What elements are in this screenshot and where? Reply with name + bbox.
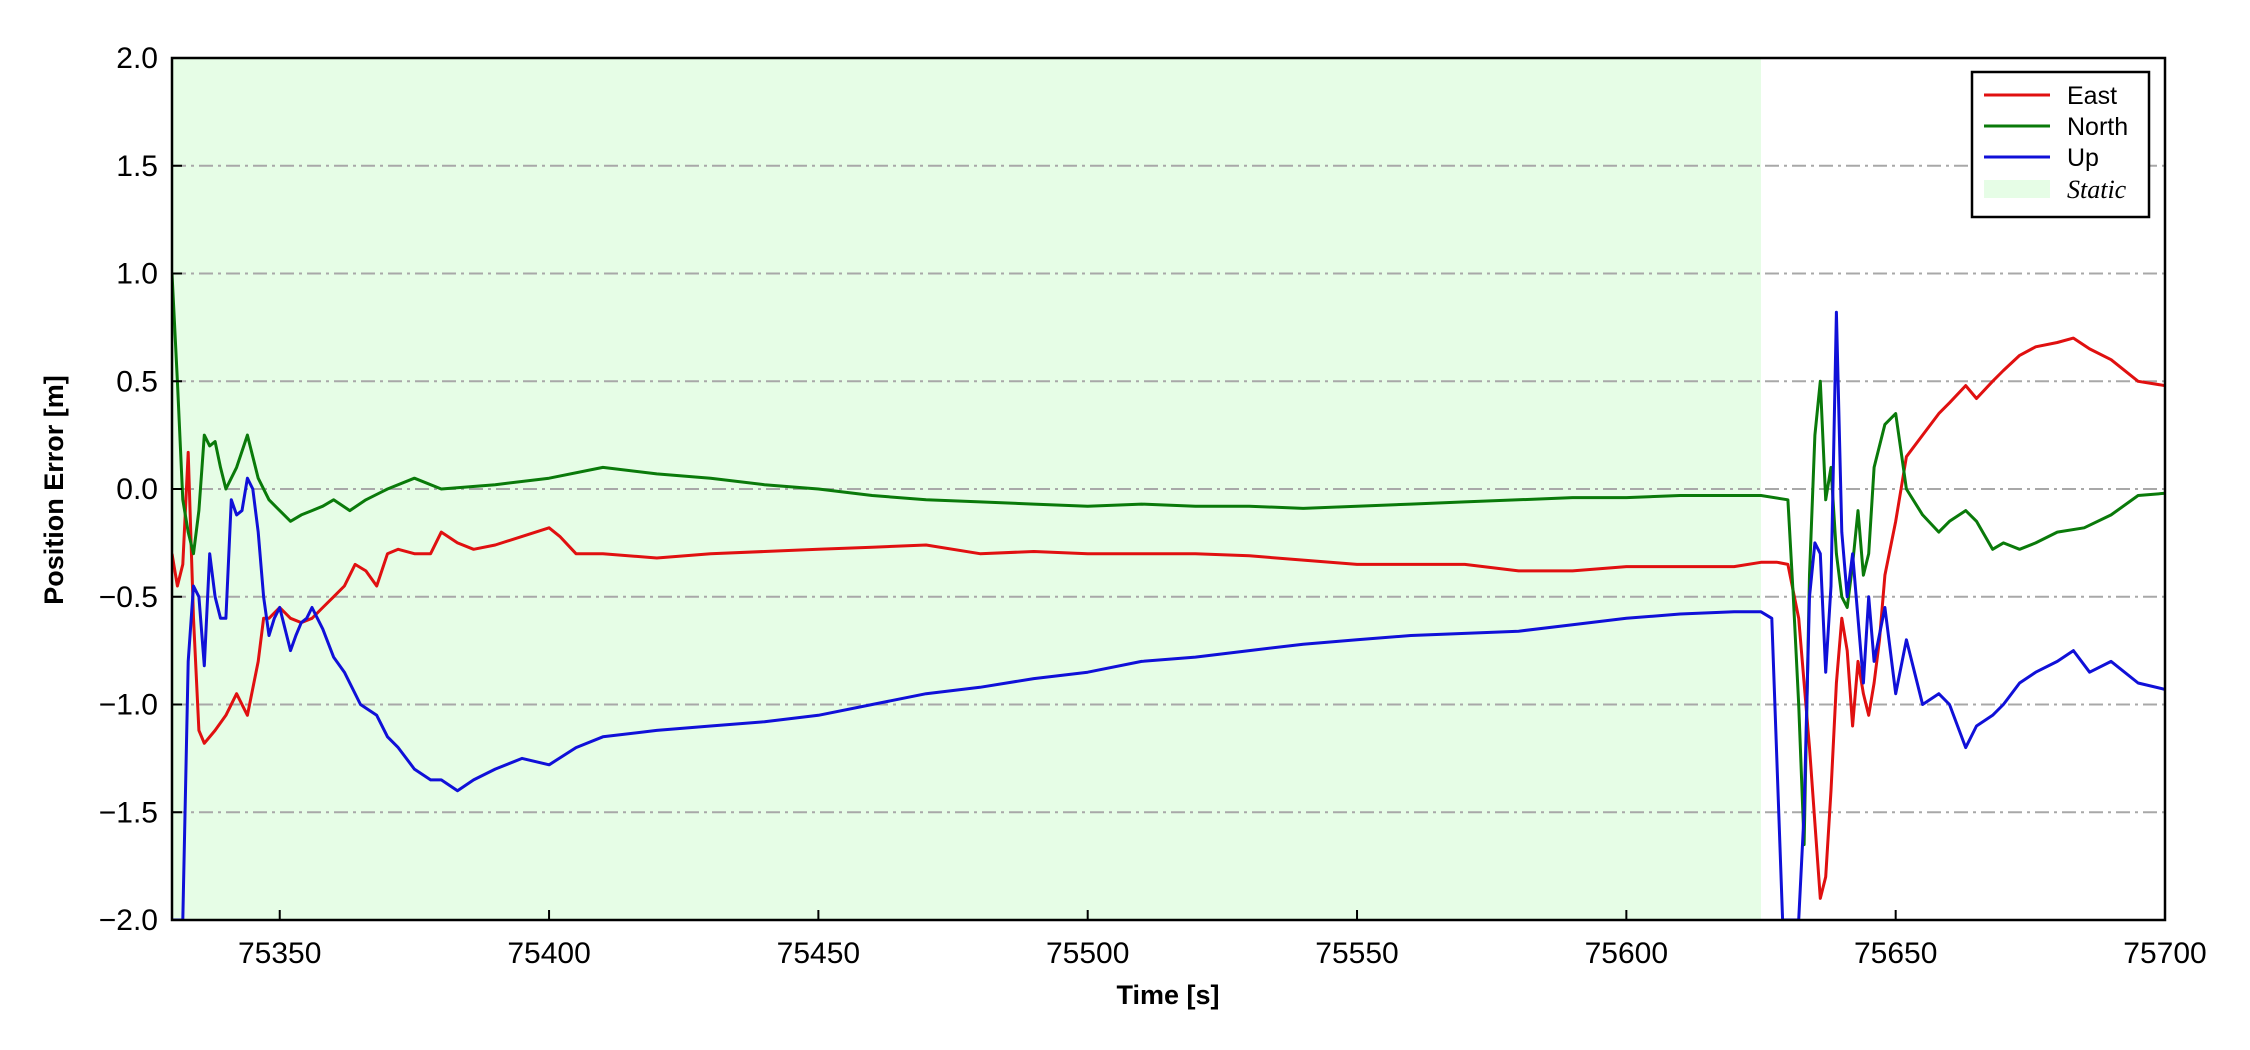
legend-swatch-static xyxy=(1984,180,2050,198)
x-tick-label: 75350 xyxy=(238,937,321,970)
x-tick-label: 75450 xyxy=(777,937,860,970)
y-tick-label: 1.0 xyxy=(116,258,158,291)
y-axis-title: Position Error [m] xyxy=(39,375,69,605)
y-tick-label: −1.0 xyxy=(99,689,158,722)
y-tick-label: 1.5 xyxy=(116,150,158,183)
series-line-up xyxy=(172,310,2165,920)
y-tick-label: −1.5 xyxy=(99,796,158,829)
series-line-north xyxy=(172,273,2165,847)
y-tick-label: −0.5 xyxy=(99,581,158,614)
y-tick-label: 0.0 xyxy=(116,473,158,506)
series-line-east xyxy=(172,336,2165,900)
x-tick-label: 75700 xyxy=(2123,937,2206,970)
x-axis-title: Time [s] xyxy=(1116,980,1219,1010)
legend-label-north: North xyxy=(2067,113,2128,141)
legend: East North Up Static xyxy=(1970,70,2151,219)
legend-label-east: East xyxy=(2067,82,2117,110)
x-tick-label: 75600 xyxy=(1585,937,1668,970)
legend-label-static: Static xyxy=(2067,175,2127,204)
y-tick-label: 2.0 xyxy=(116,42,158,75)
x-tick-label: 75500 xyxy=(1046,937,1129,970)
x-tick-label: 75650 xyxy=(1854,937,1937,970)
x-tick-label: 75400 xyxy=(507,937,590,970)
series-layer xyxy=(172,273,2165,920)
x-tick-label: 75550 xyxy=(1315,937,1398,970)
legend-label-up: Up xyxy=(2067,144,2099,172)
y-tick-label: −2.0 xyxy=(99,904,158,937)
tick-layer: 2.0 1.5 1.0 0.5 0.0 −0.5 −1.0 −1.5 −2.0 75350 7540… xyxy=(99,42,2207,970)
y-tick-label: 0.5 xyxy=(116,365,158,398)
